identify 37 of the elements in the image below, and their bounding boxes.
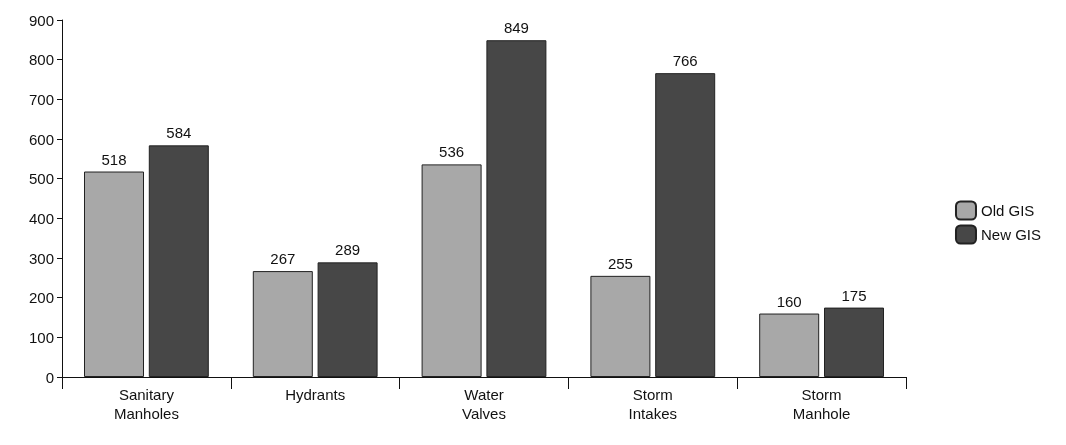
- y-tick-label: 500: [28, 170, 54, 188]
- y-tick-label: 900: [28, 11, 54, 29]
- bar: [486, 40, 547, 377]
- y-tick-label: 100: [28, 328, 54, 346]
- y-tick-label: 0: [45, 368, 54, 386]
- bar: [84, 171, 144, 377]
- data-label: 518: [101, 150, 127, 168]
- bar: [759, 313, 820, 377]
- legend-label: New GIS: [980, 226, 1041, 243]
- legend-label: Old GIS: [980, 202, 1035, 219]
- y-tick-label: 600: [28, 130, 54, 148]
- x-tick-label: Sanitary Manholes: [113, 386, 179, 422]
- data-label: 255: [607, 254, 633, 272]
- data-label: 175: [841, 286, 867, 304]
- data-label: 289: [335, 241, 361, 259]
- bar: [317, 262, 378, 377]
- data-label: 267: [270, 250, 296, 268]
- data-label: 584: [166, 124, 192, 142]
- data-label: 536: [439, 143, 465, 161]
- data-label: 766: [672, 52, 698, 70]
- bar: [590, 275, 651, 377]
- x-tick-label: Water Valves: [462, 386, 506, 422]
- bar: [824, 307, 884, 377]
- x-tick-label: Storm Intakes: [628, 386, 677, 422]
- y-tick-label: 800: [28, 51, 54, 69]
- y-tick-label: 700: [28, 90, 54, 108]
- x-tick-label: Storm Manhole: [792, 386, 851, 422]
- y-tick-label: 200: [28, 289, 54, 307]
- bar: [148, 145, 209, 377]
- data-label: 160: [776, 292, 802, 310]
- y-tick-label: 400: [28, 209, 54, 227]
- bar: [421, 164, 482, 377]
- data-label: 849: [503, 19, 529, 37]
- x-tick-label: Hydrants: [285, 386, 346, 403]
- bar: [252, 271, 313, 377]
- y-tick-label: 300: [28, 249, 54, 267]
- bar: [655, 73, 716, 377]
